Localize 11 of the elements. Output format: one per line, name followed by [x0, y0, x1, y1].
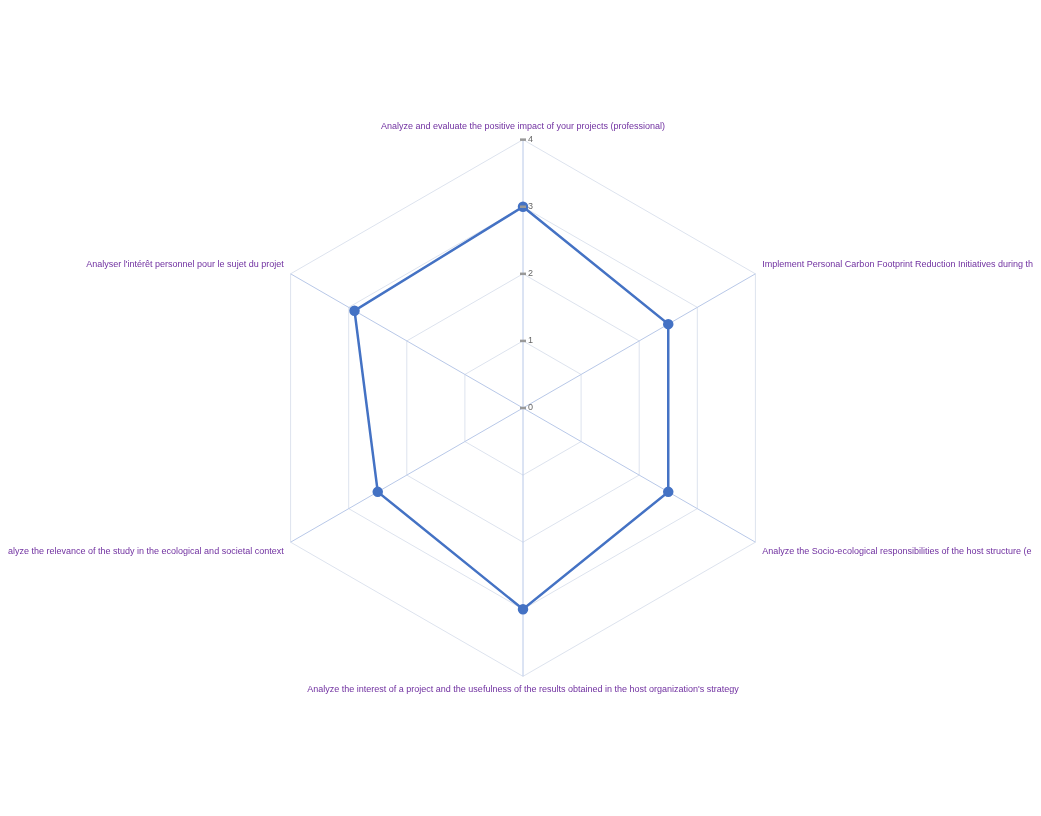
spoke-label: Analyser l'intérêt personnel pour le sujet du projet	[86, 258, 285, 269]
spoke-label: Implement Personal Carbon Footprint Reduction Initiatives during th	[762, 258, 1033, 269]
y-tick-label: 4	[528, 134, 534, 145]
spoke-label: Analyze and evaluate the positive impact of your projects (professional)	[380, 120, 666, 131]
spoke-label: Analyze the Socio-ecological responsibilities of the host structure (e	[762, 546, 1032, 557]
spoke-label: Analyze the interest of a project and the usefulness of the results obtained in the host organization's strategy	[307, 684, 740, 695]
spoke-label: alyze the relevance of the study in the ecological and societal context	[8, 546, 285, 557]
y-tick-label: 0	[528, 402, 534, 413]
y-tick-label: 3	[528, 201, 534, 212]
y-tick-label: 2	[528, 268, 534, 279]
y-tick-label: 1	[528, 335, 534, 346]
